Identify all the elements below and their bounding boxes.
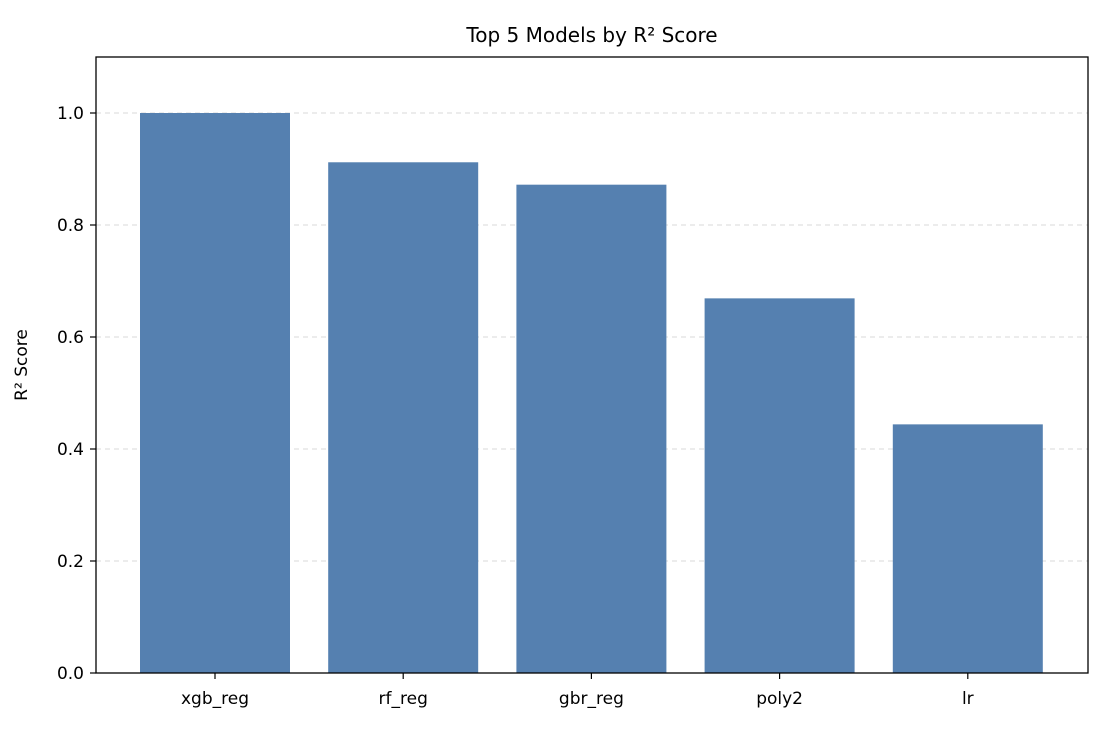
x-tick-label: rf_reg [379, 689, 428, 709]
y-tick-label: 0.4 [57, 440, 84, 460]
y-tick-label: 1.0 [57, 104, 84, 124]
y-tick-label: 0.6 [57, 328, 84, 348]
y-tick-label: 0.0 [57, 664, 84, 684]
bar-xgb_reg [140, 113, 290, 673]
x-axis-ticks: xgb_reg rf_reg gbr_reg poly2 lr [181, 673, 974, 709]
bars [140, 113, 1043, 673]
y-tick-label: 0.8 [57, 216, 84, 236]
chart-title: Top 5 Models by R² Score [465, 23, 717, 47]
x-tick-label: poly2 [756, 689, 803, 709]
y-axis-label: R² Score [12, 329, 32, 401]
bar-lr [892, 424, 1043, 673]
bar-poly2 [704, 298, 855, 673]
x-tick-label: gbr_reg [559, 689, 624, 709]
y-tick-label: 0.2 [57, 552, 84, 572]
y-axis-ticks: 0.0 0.2 0.4 0.6 0.8 1.0 [57, 104, 96, 684]
bar-gbr_reg [516, 184, 667, 673]
x-tick-label: xgb_reg [181, 689, 249, 709]
x-tick-label: lr [962, 689, 974, 709]
bar-rf_reg [328, 162, 479, 673]
